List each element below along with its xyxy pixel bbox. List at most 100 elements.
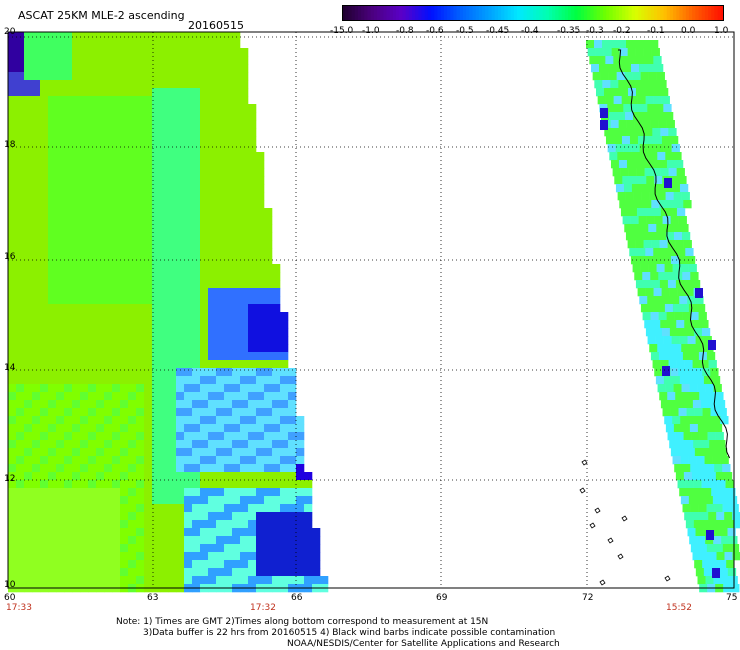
swath-cell bbox=[634, 272, 643, 281]
swath-cell bbox=[256, 224, 265, 233]
swath-cell bbox=[56, 232, 65, 241]
colorbar-segment bbox=[561, 5, 566, 21]
swath-cell bbox=[688, 456, 697, 465]
swath-cell bbox=[208, 304, 217, 313]
swath-cell bbox=[627, 240, 636, 249]
swath-cell bbox=[637, 288, 646, 297]
swath-cell bbox=[144, 80, 153, 89]
swath-cell bbox=[224, 288, 233, 297]
swath-cell bbox=[256, 152, 265, 161]
swath-cell bbox=[666, 352, 676, 361]
swath-cell bbox=[32, 328, 41, 337]
swath-cell bbox=[184, 456, 193, 465]
swath-cell bbox=[56, 240, 65, 249]
swath-cell bbox=[136, 408, 145, 417]
swath-cell bbox=[224, 136, 233, 145]
swath-cell bbox=[32, 488, 41, 497]
swath-cell bbox=[144, 480, 153, 489]
swath-cell bbox=[144, 368, 153, 377]
swath-cell bbox=[248, 520, 257, 529]
swath-cell bbox=[208, 176, 217, 185]
swath-cell bbox=[304, 520, 313, 529]
swath-cell bbox=[88, 376, 97, 385]
swath-cell bbox=[304, 528, 313, 537]
swath-cell bbox=[16, 112, 25, 121]
swath-cell bbox=[639, 104, 648, 113]
swath-cell bbox=[208, 280, 217, 289]
swath-cell bbox=[647, 336, 656, 345]
swath-cell bbox=[136, 336, 145, 345]
swath-cell bbox=[96, 408, 105, 417]
swath-cell bbox=[40, 168, 49, 177]
swath-cell bbox=[8, 552, 17, 561]
swath-cell bbox=[88, 400, 97, 409]
swath-cell bbox=[598, 64, 608, 73]
swath-cell bbox=[56, 432, 65, 441]
swath-cell bbox=[24, 280, 33, 289]
swath-cell bbox=[248, 240, 257, 249]
swath-cell bbox=[72, 80, 81, 89]
swath-cell bbox=[232, 560, 241, 569]
swath-cell bbox=[64, 472, 73, 481]
swath-cell bbox=[696, 416, 705, 425]
swath-cell bbox=[104, 320, 113, 329]
swath-cell bbox=[208, 512, 217, 521]
swath-cell bbox=[24, 392, 33, 401]
swath-cell bbox=[722, 464, 731, 473]
swath-cell bbox=[16, 488, 25, 497]
swath-cell bbox=[296, 576, 305, 585]
swath-cell bbox=[160, 280, 169, 289]
swath-cell bbox=[32, 512, 41, 521]
swath-cell bbox=[24, 504, 33, 513]
swath-cell bbox=[714, 544, 724, 553]
swath-cell bbox=[176, 344, 185, 353]
swath-cell bbox=[56, 464, 65, 473]
swath-cell bbox=[104, 208, 113, 217]
swath-cell bbox=[256, 400, 265, 409]
swath-cell bbox=[248, 328, 257, 337]
swath-cell bbox=[56, 96, 65, 105]
swath-cell bbox=[696, 304, 706, 313]
swath-cell bbox=[224, 152, 233, 161]
swath-cell bbox=[136, 312, 145, 321]
swath-cell bbox=[112, 264, 121, 273]
swath-cell bbox=[24, 528, 33, 537]
swath-cell bbox=[697, 384, 706, 393]
swath-cell bbox=[8, 280, 17, 289]
swath-cell bbox=[8, 568, 17, 577]
swath-cell bbox=[200, 216, 209, 225]
swath-cell bbox=[248, 136, 257, 145]
swath-cell bbox=[296, 416, 305, 425]
swath-cell bbox=[96, 288, 105, 297]
swath-cell bbox=[224, 216, 233, 225]
contamination-cell bbox=[662, 366, 670, 376]
swath-cell bbox=[192, 416, 201, 425]
swath-cell bbox=[128, 104, 137, 113]
swath-cell bbox=[240, 288, 249, 297]
swath-cell bbox=[695, 528, 704, 537]
swath-cell bbox=[120, 560, 129, 569]
swath-cell bbox=[240, 120, 249, 129]
swath-cell bbox=[88, 464, 97, 473]
swath-cell bbox=[152, 232, 161, 241]
swath-cell bbox=[626, 40, 635, 49]
swath-cell bbox=[590, 64, 600, 73]
swath-cell bbox=[104, 136, 113, 145]
colorbar-segment bbox=[427, 5, 432, 21]
swath-cell bbox=[80, 448, 89, 457]
swath-cell bbox=[168, 272, 177, 281]
swath-cell bbox=[112, 32, 121, 41]
swath-cell bbox=[128, 96, 137, 105]
swath-cell bbox=[48, 528, 57, 537]
swath-cell bbox=[72, 512, 81, 521]
swath-cell bbox=[264, 336, 273, 345]
swath-cell bbox=[176, 336, 185, 345]
swath-cell bbox=[296, 480, 305, 489]
colorbar-segment bbox=[615, 5, 620, 21]
swath-cell bbox=[24, 40, 33, 49]
swath-cell bbox=[240, 456, 249, 465]
swath-cell bbox=[64, 272, 73, 281]
swath-cell bbox=[168, 176, 177, 185]
swath-cell bbox=[112, 152, 121, 161]
swath-cell bbox=[240, 144, 249, 153]
